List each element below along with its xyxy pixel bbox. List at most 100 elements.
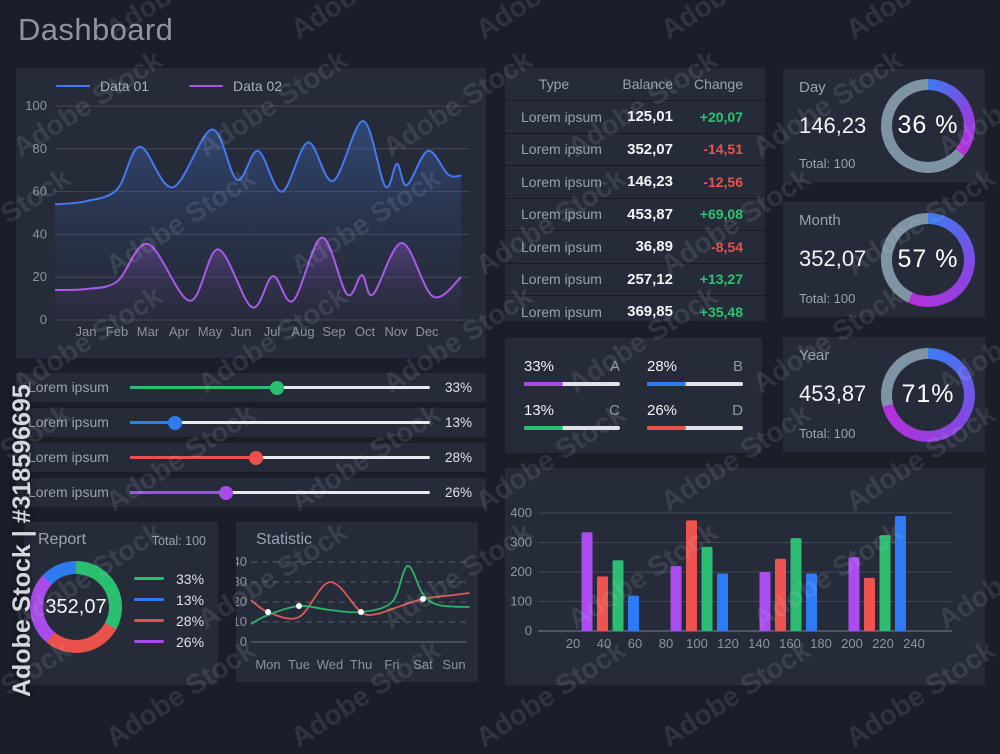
slider-label: Lorem ipsum <box>28 449 109 465</box>
progress-percent: 33% <box>524 358 555 375</box>
progress-panel: 33% A 28% B 13% C 26% D <box>505 338 762 453</box>
x-tick-label: 100 <box>686 636 708 651</box>
cell-change: -12,56 <box>703 173 743 190</box>
gauge-percent: 57 % <box>897 245 959 273</box>
slider-track[interactable] <box>130 450 430 465</box>
slider-handle[interactable] <box>168 415 182 430</box>
gauge-donut-ring: 57 % <box>881 212 975 307</box>
cell-balance: 453,87 <box>627 205 673 223</box>
y-tick-label: 20 <box>33 269 47 284</box>
x-tick-label: Sun <box>442 657 465 672</box>
slider-handle[interactable] <box>248 450 263 465</box>
slider-track[interactable] <box>130 485 430 500</box>
progress-track <box>524 426 620 430</box>
legend-swatch <box>189 85 224 87</box>
y-tick-label: 40 <box>236 554 247 569</box>
slider-handle[interactable] <box>219 485 233 500</box>
x-tick-label: Tue <box>288 657 310 672</box>
slider-value: 33% <box>444 380 472 395</box>
y-tick-label: 80 <box>33 141 47 156</box>
x-tick-label: Jul <box>264 324 281 339</box>
series-red-line <box>250 581 470 620</box>
report-panel: Report Total: 100 352,07 33% 13% 28% 26% <box>24 522 218 685</box>
statistic-title: Statistic <box>256 531 313 548</box>
table-row: Lorem ipsum 352,07 -14,51 <box>505 132 765 166</box>
slider-handle[interactable] <box>270 380 284 395</box>
progress-labels: 26% D <box>647 402 743 419</box>
area-chart-legend: Data 01 Data 02 <box>56 78 282 94</box>
bar-chart-svg: 400 300 200 100 0 20 40 60 80 100 120 140 160 180 200 2… <box>510 505 952 651</box>
progress-cell-a: 33% A <box>524 358 620 386</box>
slider-label: Lorem ipsum <box>28 414 109 430</box>
slider-row: Lorem ipsum 26% <box>16 478 486 507</box>
table-body: Lorem ipsum 125,01 +20,07 Lorem ipsum 352,07… <box>505 100 765 328</box>
progress-letter: B <box>732 358 743 375</box>
gauge-title: Month <box>799 212 841 229</box>
report-legend-item: 26% <box>134 631 204 652</box>
x-tick-label: Aug <box>291 324 314 339</box>
report-legend: 33% 13% 28% 26% <box>134 568 204 652</box>
area-chart-svg: 100 80 60 40 20 0 Jan Feb Mar Apr May Jun Jul Aug Sep O… <box>25 98 469 339</box>
x-tick-label: 180 <box>810 636 832 651</box>
bar-green <box>790 538 802 631</box>
report-center-value: 352,07 <box>45 595 107 618</box>
gauge-total: Total: 100 <box>799 156 856 171</box>
table-header-type: Type <box>538 76 570 92</box>
y-tick-label: 100 <box>510 594 532 609</box>
bar-green <box>701 546 713 631</box>
x-tick-label: Thu <box>350 657 372 672</box>
gauge-title: Year <box>799 347 830 364</box>
x-tick-label: Wed <box>317 657 344 672</box>
x-tick-label: Dec <box>415 324 439 339</box>
gauge-panel-day: Day 146,23 Total: 100 36 % <box>783 69 985 182</box>
report-donut-chart: 352,07 <box>30 561 122 653</box>
cell-change: +69,08 <box>699 206 743 223</box>
data-point-dot <box>358 609 364 615</box>
gauge-total: Total: 100 <box>799 291 856 306</box>
legend-label: Data 01 <box>100 78 150 94</box>
table-row: Lorem ipsum 36,89 -8,54 <box>505 230 765 263</box>
slider-track[interactable] <box>130 380 430 395</box>
slider-value: 28% <box>444 450 472 465</box>
bar-purple <box>670 566 682 631</box>
progress-track <box>647 426 743 430</box>
cell-balance: 125,01 <box>627 108 673 126</box>
cell-type: Lorem ipsum <box>521 141 602 158</box>
bar-red <box>775 558 786 631</box>
slider-fill <box>130 421 175 424</box>
y-tick-label: 20 <box>236 594 247 609</box>
progress-percent: 28% <box>647 358 678 375</box>
progress-labels: 28% B <box>647 358 743 375</box>
progress-labels: 13% C <box>524 402 620 419</box>
slider-fill <box>130 386 277 389</box>
gauge-value: 146,23 <box>799 113 867 138</box>
cell-type: Lorem ipsum <box>521 206 602 223</box>
gauge-panel-year: Year 453,87 Total: 100 71% <box>783 337 985 452</box>
data-01-line <box>54 120 462 206</box>
progress-track <box>647 382 743 386</box>
y-tick-label: 40 <box>33 226 47 241</box>
x-tick-label: 240 <box>903 636 925 651</box>
bar-purple <box>581 532 593 631</box>
x-tick-label: Nov <box>384 324 408 339</box>
report-legend-swatch <box>134 640 164 643</box>
bar-red <box>686 520 697 631</box>
table-row: Lorem ipsum 146,23 -12,56 <box>505 165 765 198</box>
x-tick-label: May <box>198 324 223 339</box>
report-legend-swatch <box>134 598 164 601</box>
report-legend-label: 26% <box>176 633 205 650</box>
report-legend-item: 13% <box>134 589 204 610</box>
slider-row: Lorem ipsum 33% <box>16 373 486 402</box>
progress-cell-d: 26% D <box>647 402 743 430</box>
slider-track[interactable] <box>130 415 430 430</box>
x-tick-label: Mar <box>137 324 160 339</box>
table-row: Lorem ipsum 125,01 +20,07 <box>505 100 765 133</box>
table-header-balance: Balance <box>622 76 673 92</box>
cell-change: +20,07 <box>699 108 743 125</box>
gauge-value: 352,07 <box>799 246 867 271</box>
slider-row: Lorem ipsum 13% <box>16 408 486 437</box>
bar-blue <box>806 573 817 631</box>
bar-green <box>879 535 891 631</box>
bar-red <box>864 577 875 631</box>
x-tick-label: 120 <box>717 636 739 651</box>
